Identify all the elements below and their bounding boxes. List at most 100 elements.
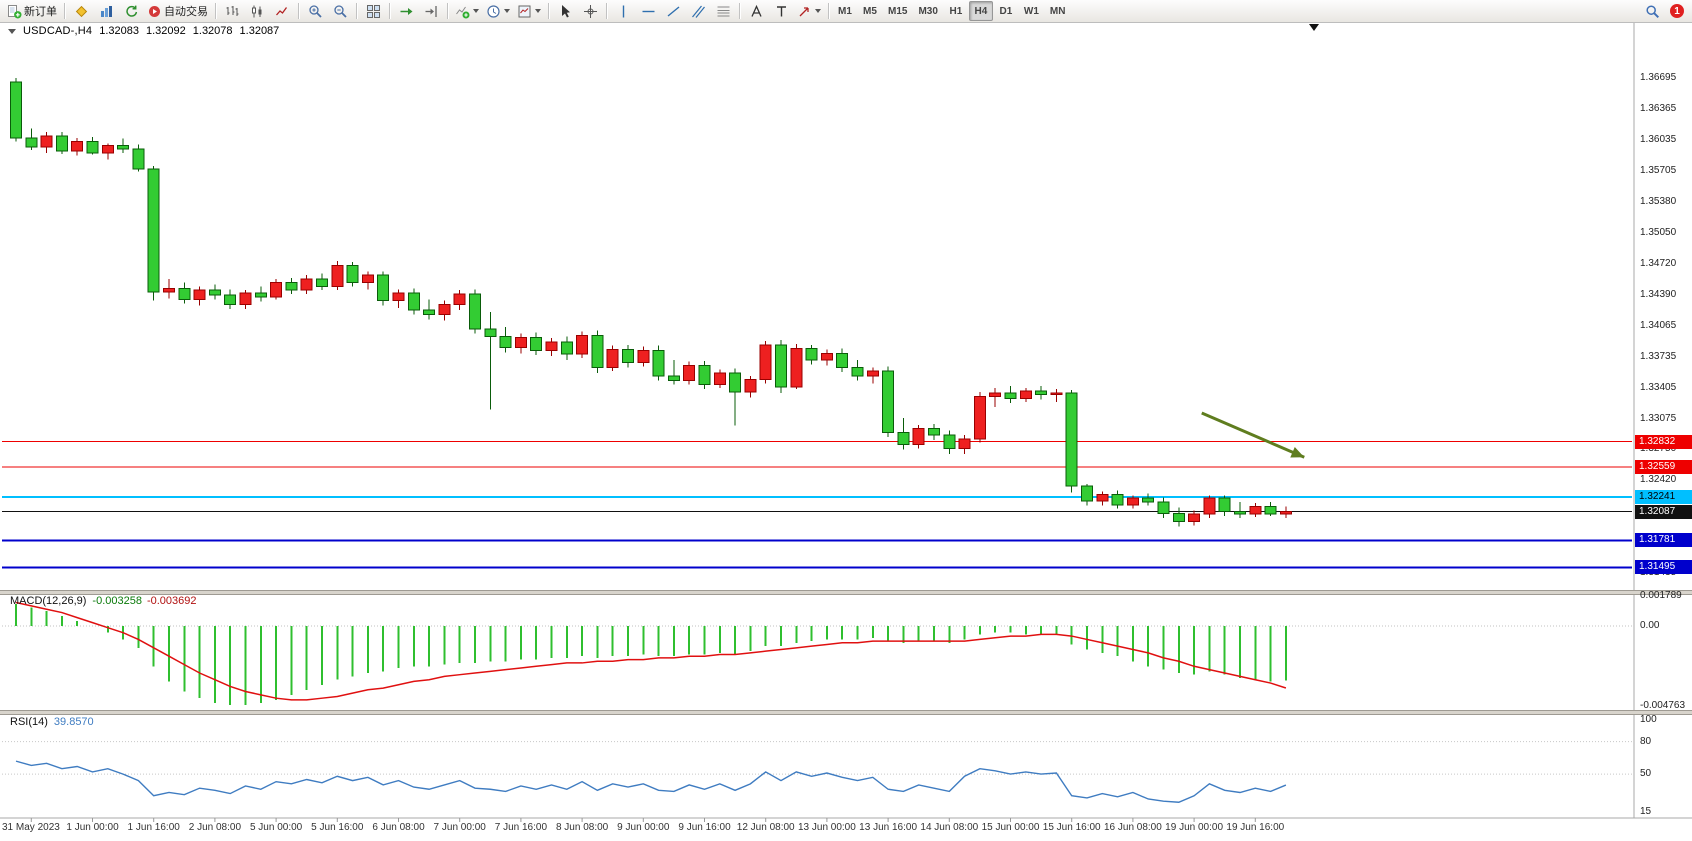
tf-m5-button[interactable]: M5 [858, 1, 882, 21]
rsi-panel-divider[interactable] [0, 710, 1692, 715]
tf-m30-button[interactable]: M30 [913, 1, 942, 21]
time-label: 2 Jun 08:00 [188, 822, 242, 833]
refresh-button[interactable] [119, 1, 143, 21]
candle [775, 340, 787, 393]
candle [882, 366, 895, 438]
chart-shift-marker[interactable] [1309, 24, 1319, 31]
candle [591, 330, 604, 374]
price-tick-label: 1.34390 [1640, 288, 1677, 300]
text-icon [749, 4, 764, 19]
zoom-out-button[interactable] [328, 1, 352, 21]
tf-m15-button[interactable]: M15 [883, 1, 912, 21]
line-chart-icon [275, 4, 290, 19]
vertical-line-button[interactable] [611, 1, 635, 21]
candle [851, 359, 864, 381]
toolbar-separator [64, 3, 65, 19]
tf-h4-button[interactable]: H4 [968, 1, 993, 21]
tf-h4-button-label: H4 [974, 5, 988, 17]
fibonacci-button[interactable] [711, 1, 735, 21]
candle [1172, 507, 1185, 527]
toolbar: 新订单 自动交易 M1 M5 M15 M30 H1 H4 D1 W1 MN 1 [0, 0, 1692, 23]
candle [973, 391, 986, 443]
price-tick-label: 1.32750 [1640, 443, 1677, 455]
time-label: 13 Jun 00:00 [797, 822, 856, 833]
auto-scroll-button[interactable] [394, 1, 418, 21]
tf-w1-button[interactable]: W1 [1019, 1, 1044, 21]
candle [178, 282, 191, 304]
candle [484, 311, 497, 410]
horizontal-line-button[interactable] [636, 1, 660, 21]
one-click-collapse-icon[interactable] [8, 28, 16, 34]
indicators-dropdown[interactable] [452, 1, 482, 21]
time-label: 6 Jun 08:00 [372, 822, 425, 833]
arrows-dropdown[interactable] [794, 1, 824, 21]
candle [10, 78, 22, 142]
tf-m30-button-label: M30 [918, 5, 938, 17]
candle [270, 278, 283, 300]
price-tick-label: 1.35380 [1640, 195, 1677, 207]
market-button[interactable] [94, 1, 118, 21]
toolbar-separator [447, 3, 448, 19]
chart-shift-icon [424, 4, 439, 19]
zoom-in-icon [308, 4, 323, 19]
candle [943, 430, 956, 454]
trendline-button[interactable] [661, 1, 685, 21]
tf-h1-button[interactable]: H1 [944, 1, 968, 21]
autotrading-button[interactable]: 自动交易 [144, 1, 211, 21]
arrow-annotation[interactable] [1201, 411, 1305, 459]
zoom-in-button[interactable] [303, 1, 327, 21]
candlestick-chart-button[interactable] [245, 1, 269, 21]
bar-chart-button[interactable] [220, 1, 244, 21]
macd-panel-divider[interactable] [0, 590, 1692, 595]
candle [683, 361, 696, 385]
ohlc-low: 1.32078 [192, 25, 233, 37]
tf-w1-button-label: W1 [1023, 5, 1039, 17]
time-label: 19 Jun 00:00 [1165, 822, 1224, 833]
tf-mn-button[interactable]: MN [1045, 1, 1071, 21]
line-chart-button[interactable] [270, 1, 294, 21]
periods-dropdown[interactable] [483, 1, 513, 21]
rsi-axis-label: 15 [1640, 805, 1652, 817]
candle [71, 137, 84, 156]
search-button[interactable] [1640, 1, 1664, 21]
rsi-axis-label: 80 [1640, 735, 1652, 747]
tf-m1-button[interactable]: M1 [833, 1, 857, 21]
channel-button[interactable] [686, 1, 710, 21]
candle [530, 332, 543, 356]
candle [713, 369, 726, 389]
metaeditor-button[interactable] [69, 1, 93, 21]
candle [1234, 501, 1246, 518]
price-lines[interactable] [2, 441, 1632, 569]
time-label: 5 Jun 00:00 [249, 822, 303, 833]
chevron-down-icon [504, 9, 510, 13]
text-button[interactable] [744, 1, 768, 21]
candle [729, 368, 742, 426]
crosshair-button[interactable] [578, 1, 602, 21]
candle [744, 375, 757, 398]
price-tick-label: 1.34720 [1640, 257, 1677, 269]
time-label: 31 May 2023 [2, 822, 60, 833]
notifications-badge[interactable]: 1 [1670, 4, 1684, 18]
rsi-axis-label: 50 [1640, 768, 1652, 780]
time-label: 5 Jun 16:00 [311, 822, 364, 833]
autotrading-icon [147, 4, 162, 19]
autotrading-button-label: 自动交易 [164, 6, 208, 18]
candle [1050, 389, 1063, 403]
rsi-value: 39.8570 [53, 716, 94, 728]
cursor-button[interactable] [553, 1, 577, 21]
tf-m15-button-label: M15 [888, 5, 908, 17]
price-badge: 1.32832 [1635, 434, 1692, 449]
chart-shift-button[interactable] [419, 1, 443, 21]
candle [836, 348, 849, 373]
text-label-button[interactable] [769, 1, 793, 21]
candle [101, 143, 114, 160]
candle [1249, 502, 1262, 518]
candle [989, 388, 1002, 407]
new-order-button[interactable]: 新订单 [4, 1, 60, 21]
tf-d1-button[interactable]: D1 [994, 1, 1018, 21]
templates-dropdown[interactable] [514, 1, 544, 21]
candle [1081, 484, 1093, 506]
candle [132, 144, 145, 172]
tile-windows-button[interactable] [361, 1, 385, 21]
